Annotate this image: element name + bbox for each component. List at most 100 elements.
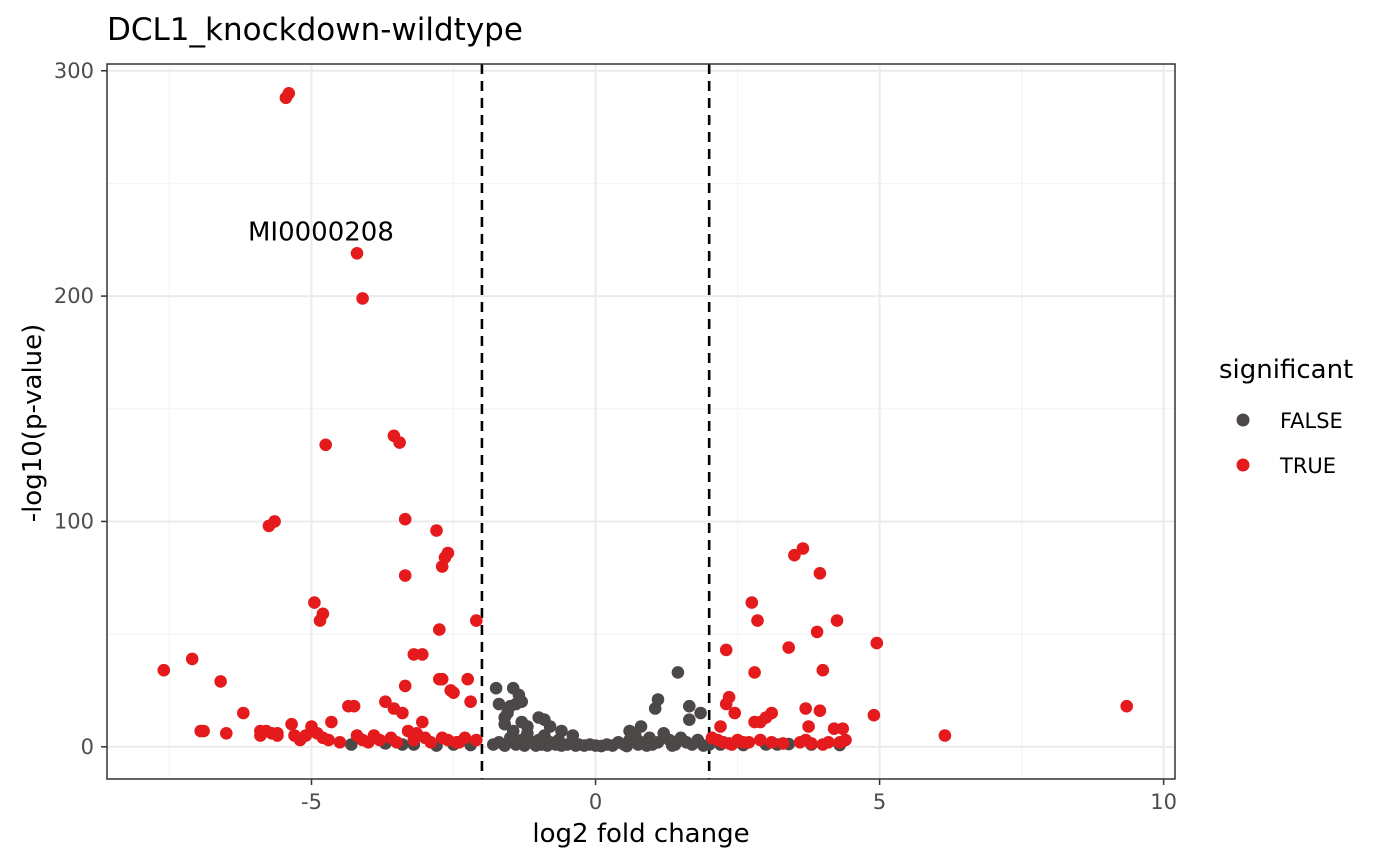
data-point-true xyxy=(461,672,475,686)
y-axis-ticks: 0 100 200 300 xyxy=(54,59,107,759)
x-tick-label: 10 xyxy=(1150,790,1177,814)
data-point-true xyxy=(396,706,409,720)
data-point-true xyxy=(433,672,446,686)
data-point-true xyxy=(839,733,852,747)
data-point-true xyxy=(262,519,276,533)
annotations: MI0000208 xyxy=(248,217,394,247)
data-point-true xyxy=(748,666,761,679)
data-point-true xyxy=(333,736,347,749)
x-tick-label: -5 xyxy=(301,790,322,814)
data-point-false xyxy=(555,724,568,738)
data-point-true xyxy=(719,697,733,711)
data-point-true xyxy=(450,736,463,749)
data-point-true xyxy=(728,706,741,720)
data-point-true xyxy=(214,675,227,688)
data-point-true xyxy=(765,736,778,749)
data-point-true xyxy=(722,737,736,750)
legend-key-false xyxy=(1236,413,1250,427)
data-point-true xyxy=(279,91,293,105)
data-point-true xyxy=(430,524,443,537)
data-point-true xyxy=(373,733,387,747)
data-point-true xyxy=(813,704,827,717)
data-point-false xyxy=(671,666,685,679)
data-point-true xyxy=(719,643,733,657)
data-point-true xyxy=(433,623,446,636)
data-point-true xyxy=(325,715,338,729)
data-point-false xyxy=(694,706,707,720)
data-point-false xyxy=(683,699,696,713)
data-point-false xyxy=(521,720,534,733)
data-point-true xyxy=(254,729,267,742)
data-point-true xyxy=(799,733,812,747)
y-tick-label: 0 xyxy=(81,735,94,759)
y-tick-label: 100 xyxy=(54,509,94,533)
series-true xyxy=(157,87,1133,751)
data-point-true xyxy=(830,614,844,627)
x-axis-title: log2 fold change xyxy=(532,819,749,849)
data-point-true xyxy=(705,731,719,745)
data-point-false xyxy=(648,702,662,715)
data-point-true xyxy=(816,663,830,677)
legend-label-true: TRUE xyxy=(1279,454,1336,478)
x-tick-label: 5 xyxy=(873,790,886,814)
data-point-true xyxy=(788,548,801,562)
x-axis-ticks: -5 0 5 10 xyxy=(301,779,1177,814)
data-point-true xyxy=(424,736,438,749)
data-point-true xyxy=(319,438,333,452)
data-point-true xyxy=(350,247,364,260)
data-point-true xyxy=(293,733,307,747)
data-point-false xyxy=(345,738,358,751)
data-point-true xyxy=(754,715,767,729)
data-point-true xyxy=(470,733,483,747)
data-point-true xyxy=(822,736,835,749)
data-point-true xyxy=(813,567,827,580)
data-point-true xyxy=(398,679,412,693)
data-point-true xyxy=(796,542,810,555)
data-point-false xyxy=(498,717,512,731)
data-point-true xyxy=(799,702,812,715)
data-point-true xyxy=(867,708,881,722)
data-point-true xyxy=(470,614,483,627)
point-annotation: MI0000208 xyxy=(248,217,394,247)
data-point-true xyxy=(444,684,458,697)
threshold-lines xyxy=(480,64,711,779)
data-point-false xyxy=(683,713,696,726)
data-point-true xyxy=(313,614,327,627)
y-tick-label: 200 xyxy=(54,284,94,308)
data-point-false xyxy=(543,720,557,733)
data-point-true xyxy=(322,733,335,747)
data-point-false xyxy=(489,681,503,695)
data-point-false xyxy=(506,724,520,738)
data-point-true xyxy=(802,720,815,733)
data-point-true xyxy=(745,596,759,609)
legend: significant FALSE TRUE xyxy=(1219,355,1353,478)
plot-border xyxy=(106,63,1176,780)
y-axis-title: -log10(p-value) xyxy=(18,324,48,523)
data-point-true xyxy=(398,512,412,526)
data-point-true xyxy=(342,699,355,713)
data-point-true xyxy=(435,731,449,745)
data-point-true xyxy=(379,695,392,708)
data-point-true xyxy=(416,648,429,661)
data-point-true xyxy=(737,736,750,749)
legend-label-false: FALSE xyxy=(1280,409,1343,433)
data-point-true xyxy=(754,733,767,747)
data-point-false xyxy=(634,720,648,733)
data-point-true xyxy=(836,722,849,735)
legend-key-true xyxy=(1236,458,1250,472)
data-point-true xyxy=(185,652,199,666)
data-point-true xyxy=(776,737,790,750)
data-point-true xyxy=(271,729,284,742)
data-point-true xyxy=(308,596,321,609)
data-point-true xyxy=(356,292,369,305)
data-point-true xyxy=(751,614,764,627)
data-point-false xyxy=(566,729,580,742)
data-point-true xyxy=(870,636,884,650)
data-point-true xyxy=(714,720,727,733)
data-point-true xyxy=(393,436,406,449)
data-point-false xyxy=(492,697,506,711)
chart-title: DCL1_knockdown-wildtype xyxy=(107,12,523,48)
data-point-true xyxy=(464,695,477,708)
plot-panel xyxy=(107,64,1175,779)
